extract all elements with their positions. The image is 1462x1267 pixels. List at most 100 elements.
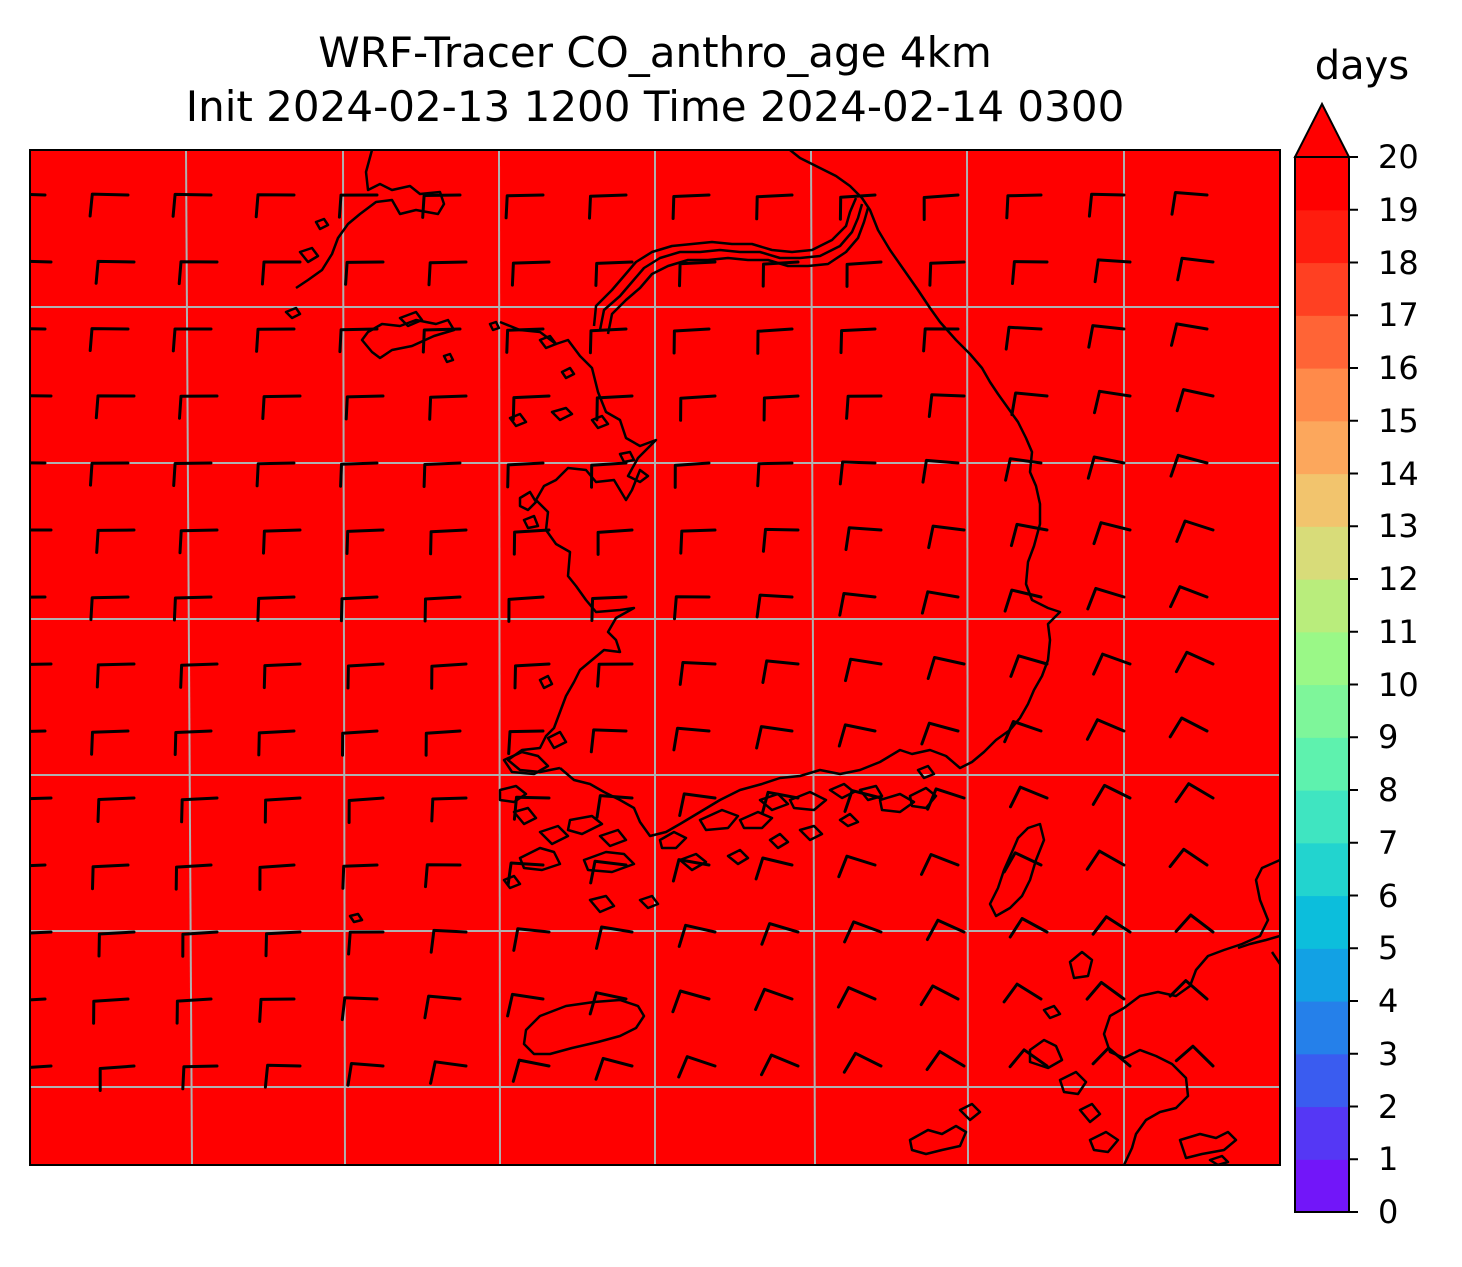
wind-barb — [927, 393, 966, 418]
colorbar-extend-arrow — [1293, 101, 1351, 158]
wind-barb — [30, 461, 47, 465]
wind-barb — [1086, 455, 1126, 480]
wind-barb — [258, 997, 296, 1023]
colorbar-segment — [1295, 684, 1349, 738]
wind-barb — [341, 729, 379, 757]
coastline-west-korea — [499, 320, 658, 774]
wind-barb — [506, 992, 545, 1018]
wind-barb — [30, 729, 47, 733]
border-china-nk-3 — [592, 197, 858, 327]
wind-barb — [172, 595, 213, 622]
wind-barb — [838, 460, 877, 486]
wind-barb — [1008, 917, 1049, 939]
wind-barb — [255, 461, 296, 488]
wind-barb — [671, 858, 711, 883]
wind-barb — [1169, 585, 1209, 609]
wind-barb — [506, 461, 545, 489]
wind-barb — [920, 853, 960, 876]
colorbar-segment — [1295, 315, 1349, 369]
wind-barb — [30, 863, 47, 868]
wind-barb — [1085, 718, 1126, 741]
wind-barb — [428, 394, 468, 421]
wind-barb — [1008, 1048, 1049, 1069]
wind-barb — [838, 193, 877, 221]
wind-barb — [338, 327, 379, 354]
wind-barb — [844, 657, 883, 683]
colorbar-tick-label: 4 — [1378, 982, 1399, 1020]
wind-barb — [927, 524, 966, 550]
colorbar-segment — [1295, 368, 1349, 422]
wind-barb — [1087, 324, 1126, 349]
wind-barb — [512, 795, 551, 821]
wind-barb — [346, 662, 385, 690]
wind-barb — [836, 986, 877, 1009]
wind-barb — [678, 792, 717, 817]
wind-barb — [30, 997, 47, 1002]
wind-barb — [339, 595, 379, 623]
wind-barb — [344, 394, 385, 421]
wind-barb — [91, 863, 130, 891]
wind-barb — [920, 590, 960, 615]
coastline-liaodong — [295, 150, 446, 290]
wind-barb — [922, 327, 960, 353]
wind-barb — [95, 662, 136, 689]
coastline-honshu — [1237, 934, 1280, 965]
wind-barb — [1004, 457, 1043, 482]
colorbar-tick-label: 1 — [1378, 1140, 1399, 1179]
colorbar-ticks — [1349, 156, 1358, 1213]
wind-barb — [429, 1060, 468, 1085]
wind-barb — [511, 394, 551, 422]
wind-barb — [588, 327, 628, 355]
colorbar-segment — [1295, 157, 1349, 211]
wind-barb — [429, 528, 468, 556]
colorbar-tick-label: 14 — [1378, 454, 1419, 493]
colorbar-tick-label: 19 — [1378, 190, 1419, 229]
coastline-liaodong-islands — [284, 217, 456, 360]
wind-barb — [754, 856, 794, 881]
wind-barb — [257, 729, 296, 757]
coastlines — [284, 150, 1280, 1165]
colorbar-segment — [1295, 631, 1349, 686]
wind-barb — [595, 794, 634, 819]
wind-barb — [179, 662, 219, 689]
wind-barb — [423, 994, 462, 1020]
wind-barb — [756, 327, 794, 355]
wind-barb — [1085, 849, 1126, 871]
wind-barb — [672, 327, 711, 355]
wind-barb — [1002, 851, 1043, 874]
wind-barb — [90, 729, 130, 756]
colorbar — [1295, 157, 1349, 1213]
wind-barb — [430, 662, 468, 690]
wind-barb — [264, 930, 302, 958]
coastline-south-korea — [559, 150, 1062, 838]
border-china-nk — [598, 203, 864, 331]
wind-barb — [1174, 650, 1215, 674]
wind-barb — [588, 193, 628, 220]
colorbar-tick-label: 17 — [1378, 296, 1419, 335]
wind-barb — [838, 592, 877, 617]
wind-barb — [344, 260, 385, 286]
wind-barb — [263, 796, 302, 824]
wind-barb — [1011, 260, 1049, 285]
wind-barb — [671, 989, 711, 1014]
colorbar-tick-label: 15 — [1378, 401, 1419, 440]
colorbar-segment — [1295, 209, 1349, 264]
wind-barb — [1009, 522, 1049, 548]
wind-barb — [679, 394, 717, 422]
wind-barb — [424, 863, 462, 889]
wind-barb — [677, 1055, 717, 1079]
wind-barb — [1003, 588, 1043, 613]
wind-barb — [30, 595, 47, 599]
map-title-line1: WRF-Tracer CO_anthro_age 4km — [318, 28, 992, 77]
wind-barb — [424, 729, 462, 757]
wind-barb — [671, 193, 711, 220]
wind-barb — [97, 930, 136, 958]
wind-barb — [589, 728, 628, 754]
wind-barb — [507, 729, 545, 755]
wind-barb — [506, 861, 545, 887]
wind-barb — [922, 193, 960, 221]
wind-barb — [30, 662, 53, 666]
colorbar-tick-label: 5 — [1378, 929, 1399, 968]
wind-barb — [1093, 389, 1132, 415]
